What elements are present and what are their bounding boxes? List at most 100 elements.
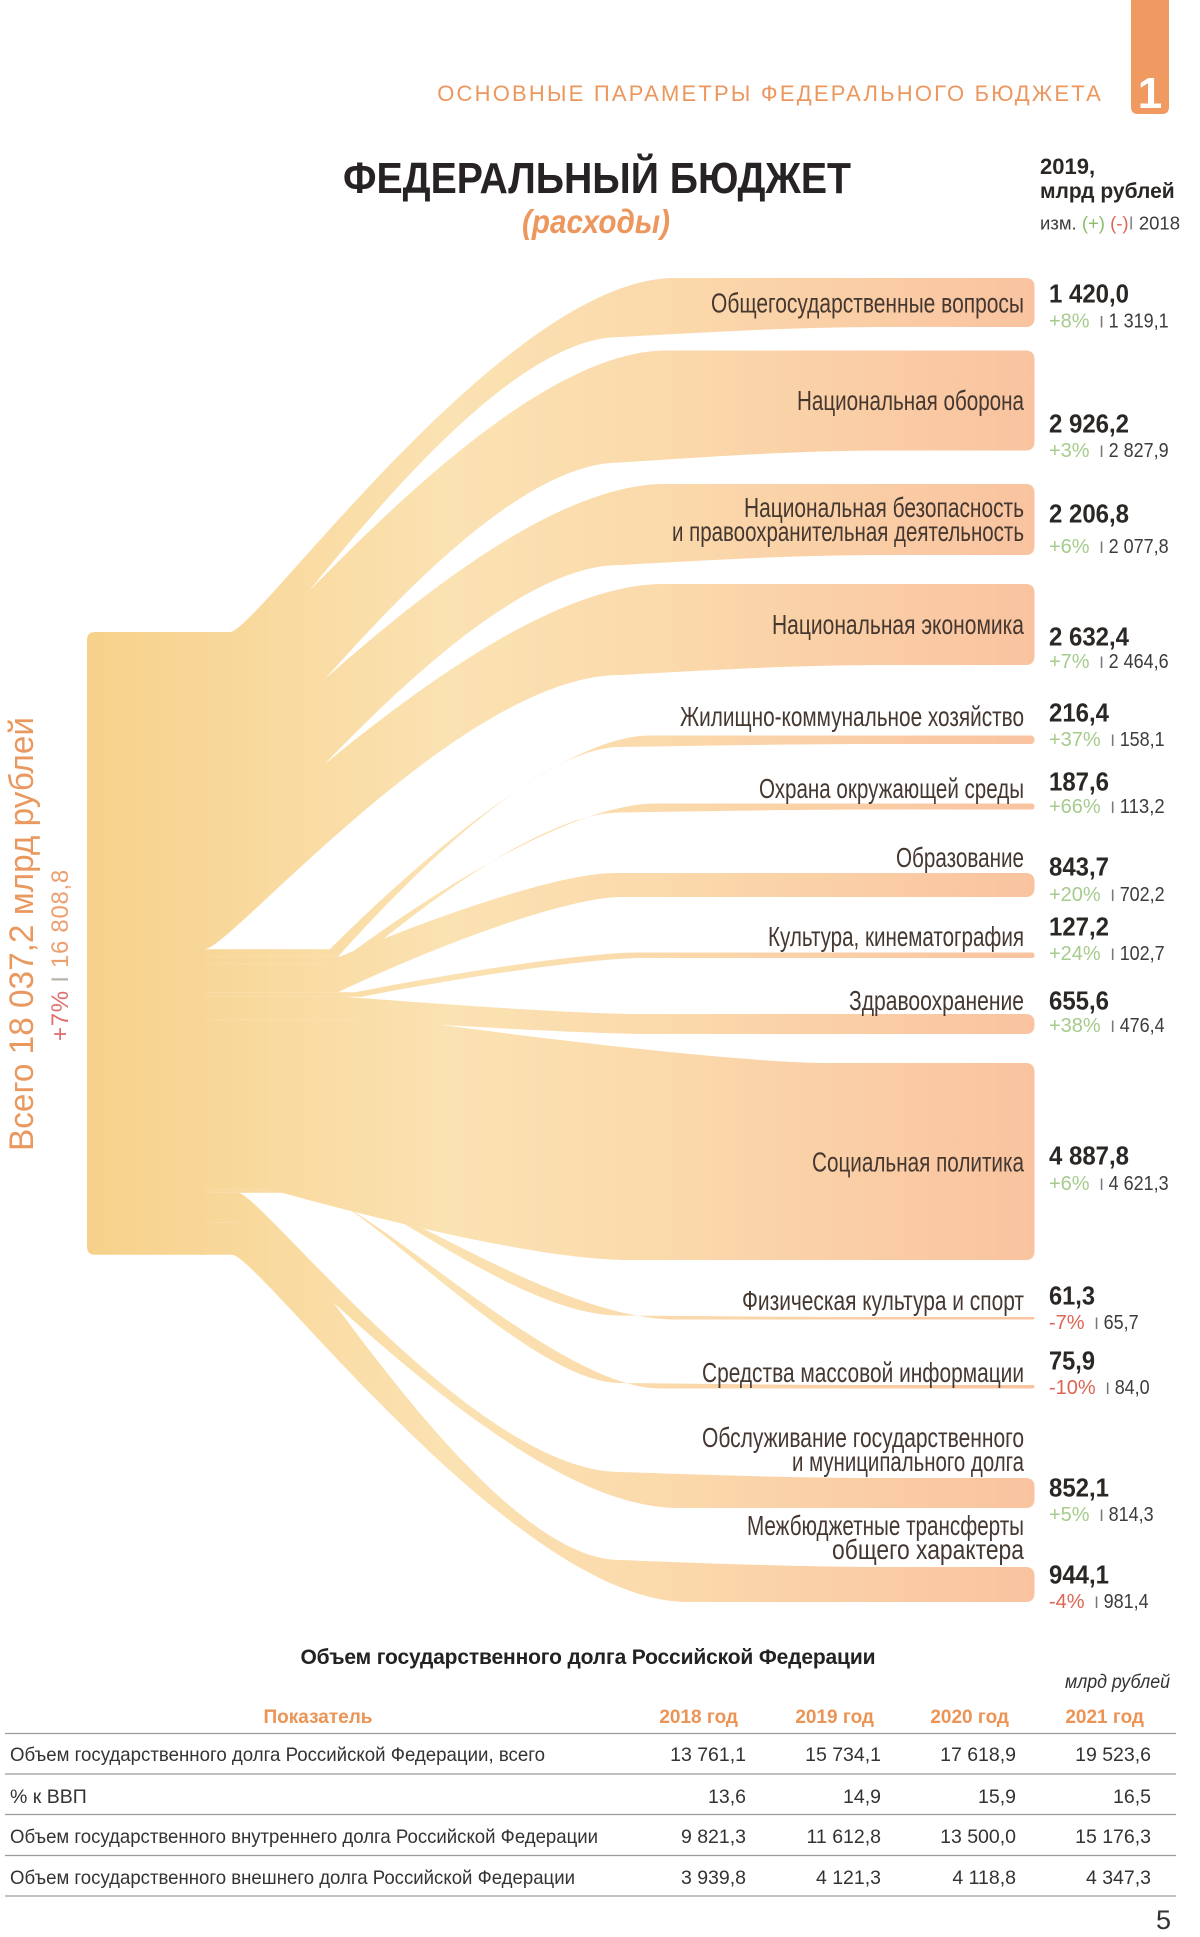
svg-text:75,9: 75,9 bbox=[1049, 1346, 1095, 1376]
svg-text:16,5: 16,5 bbox=[1113, 1786, 1151, 1808]
svg-text:I: I bbox=[1099, 654, 1104, 672]
svg-text:млрд рублей: млрд рублей bbox=[1040, 180, 1175, 203]
svg-text:I: I bbox=[1094, 1315, 1099, 1333]
svg-text:61,3: 61,3 bbox=[1049, 1281, 1095, 1311]
svg-text:944,1: 944,1 bbox=[1049, 1560, 1109, 1590]
svg-text:2018 год: 2018 год bbox=[659, 1707, 738, 1728]
svg-text:-4%: -4% bbox=[1049, 1591, 1085, 1613]
svg-text:Образование: Образование bbox=[896, 842, 1024, 873]
svg-text:1 319,1: 1 319,1 bbox=[1109, 311, 1169, 333]
svg-text:(расходы): (расходы) bbox=[522, 203, 670, 240]
svg-text:102,7: 102,7 bbox=[1120, 943, 1165, 965]
svg-text:+66%: +66% bbox=[1049, 796, 1101, 818]
svg-text:I: I bbox=[1099, 443, 1104, 461]
svg-text:2021 год: 2021 год bbox=[1065, 1707, 1144, 1728]
svg-text:Жилищно-коммунальное хозяйство: Жилищно-коммунальное хозяйство bbox=[680, 701, 1024, 732]
svg-text:2 827,9: 2 827,9 bbox=[1109, 440, 1169, 462]
svg-text:Показатель: Показатель bbox=[264, 1707, 373, 1728]
svg-text:I: I bbox=[1099, 1507, 1104, 1525]
svg-text:84,0: 84,0 bbox=[1115, 1377, 1150, 1399]
svg-text:+7% I 16 808,8: +7% I 16 808,8 bbox=[47, 869, 74, 1041]
svg-text:ФЕДЕРАЛЬНЫЙ БЮДЖЕТ: ФЕДЕРАЛЬНЫЙ БЮДЖЕТ bbox=[343, 152, 851, 203]
svg-text:Межбюджетные трансферты: Межбюджетные трансферты bbox=[747, 1510, 1024, 1541]
svg-text:13 500,0: 13 500,0 bbox=[940, 1826, 1016, 1848]
svg-text:Всего 18 037,2 млрд рублей: Всего 18 037,2 млрд рублей bbox=[3, 717, 41, 1151]
svg-text:4 347,3: 4 347,3 bbox=[1086, 1867, 1151, 1889]
svg-text:15 176,3: 15 176,3 bbox=[1075, 1826, 1151, 1848]
svg-text:4 621,3: 4 621,3 bbox=[1109, 1173, 1169, 1195]
svg-text:15,9: 15,9 bbox=[978, 1786, 1016, 1808]
svg-text:113,2: 113,2 bbox=[1120, 796, 1165, 818]
svg-text:5: 5 bbox=[1156, 1905, 1171, 1935]
svg-text:% к ВВП: % к ВВП bbox=[10, 1786, 87, 1808]
svg-text:I: I bbox=[1110, 946, 1115, 964]
svg-text:19 523,6: 19 523,6 bbox=[1075, 1744, 1151, 1766]
svg-text:I: I bbox=[1110, 1018, 1115, 1036]
svg-text:13,6: 13,6 bbox=[708, 1786, 746, 1808]
svg-text:1 420,0: 1 420,0 bbox=[1049, 279, 1129, 309]
svg-text:Здравоохранение: Здравоохранение bbox=[849, 985, 1024, 1016]
svg-text:Объем государственного долга Р: Объем государственного долга Российской … bbox=[10, 1744, 545, 1766]
svg-text:852,1: 852,1 bbox=[1049, 1473, 1109, 1503]
svg-text:+7%: +7% bbox=[1049, 651, 1090, 673]
svg-text:Национальная безопасность: Национальная безопасность bbox=[744, 492, 1024, 523]
svg-text:Средства массовой информации: Средства массовой информации bbox=[702, 1357, 1024, 1388]
svg-text:I: I bbox=[1110, 799, 1115, 817]
svg-text:2 206,8: 2 206,8 bbox=[1049, 499, 1129, 529]
svg-text:17 618,9: 17 618,9 bbox=[940, 1744, 1016, 1766]
svg-text:+38%: +38% bbox=[1049, 1015, 1101, 1037]
svg-text:Охрана окружающей среды: Охрана окружающей среды bbox=[759, 773, 1024, 804]
svg-text:-7%: -7% bbox=[1049, 1312, 1085, 1334]
svg-text:11 612,8: 11 612,8 bbox=[807, 1826, 881, 1848]
svg-text:I: I bbox=[1099, 314, 1104, 332]
svg-text:+8%: +8% bbox=[1049, 311, 1090, 333]
svg-text:476,4: 476,4 bbox=[1120, 1015, 1165, 1037]
svg-text:702,2: 702,2 bbox=[1120, 884, 1165, 906]
svg-text:843,7: 843,7 bbox=[1049, 852, 1109, 882]
svg-text:и муниципального долга: и муниципального долга bbox=[792, 1446, 1024, 1477]
svg-text:I: I bbox=[1110, 732, 1115, 750]
svg-text:158,1: 158,1 bbox=[1120, 729, 1165, 751]
svg-text:Культура, кинематография: Культура, кинематография bbox=[768, 921, 1024, 952]
svg-text:14,9: 14,9 bbox=[843, 1786, 881, 1808]
svg-text:3 939,8: 3 939,8 bbox=[681, 1867, 746, 1889]
svg-text:Объем государственного внутрен: Объем государственного внутреннего долга… bbox=[10, 1826, 598, 1848]
svg-text:216,4: 216,4 bbox=[1049, 698, 1109, 728]
svg-text:+37%: +37% bbox=[1049, 729, 1101, 751]
svg-text:814,3: 814,3 bbox=[1109, 1504, 1154, 1526]
svg-text:15 734,1: 15 734,1 bbox=[805, 1744, 881, 1766]
svg-text:2 632,4: 2 632,4 bbox=[1049, 622, 1129, 652]
svg-text:+20%: +20% bbox=[1049, 884, 1101, 906]
svg-text:2019 год: 2019 год bbox=[795, 1707, 874, 1728]
svg-text:Социальная политика: Социальная политика bbox=[812, 1147, 1024, 1178]
svg-text:2020 год: 2020 год bbox=[930, 1707, 1009, 1728]
svg-text:общего характера: общего характера bbox=[832, 1534, 1024, 1565]
svg-text:Объем государственного долга Р: Объем государственного долга Российской … bbox=[301, 1646, 876, 1669]
svg-text:+24%: +24% bbox=[1049, 943, 1101, 965]
svg-text:млрд рублей: млрд рублей bbox=[1065, 1671, 1170, 1693]
svg-text:4 887,8: 4 887,8 bbox=[1049, 1141, 1129, 1171]
svg-text:изм. (+) (-)I 2018: изм. (+) (-)I 2018 bbox=[1040, 213, 1180, 234]
svg-text:Объем государственного внешнег: Объем государственного внешнего долга Ро… bbox=[10, 1867, 575, 1889]
svg-text:Национальная оборона: Национальная оборона bbox=[797, 385, 1024, 416]
svg-text:I: I bbox=[1105, 1380, 1110, 1398]
svg-text:655,6: 655,6 bbox=[1049, 986, 1109, 1016]
svg-text:1: 1 bbox=[1138, 69, 1162, 118]
svg-text:+5%: +5% bbox=[1049, 1504, 1090, 1526]
svg-text:4 121,3: 4 121,3 bbox=[816, 1867, 881, 1889]
svg-text:2 077,8: 2 077,8 bbox=[1109, 536, 1169, 558]
svg-text:I: I bbox=[1110, 887, 1115, 905]
svg-text:127,2: 127,2 bbox=[1049, 912, 1109, 942]
svg-text:+6%: +6% bbox=[1049, 536, 1090, 558]
svg-text:и правоохранительная деятельно: и правоохранительная деятельность bbox=[672, 516, 1024, 547]
svg-text:+6%: +6% bbox=[1049, 1173, 1090, 1195]
svg-text:2019,: 2019, bbox=[1040, 154, 1095, 179]
svg-text:13 761,1: 13 761,1 bbox=[670, 1744, 746, 1766]
svg-text:I: I bbox=[1094, 1594, 1099, 1612]
svg-text:+3%: +3% bbox=[1049, 440, 1090, 462]
svg-text:-10%: -10% bbox=[1049, 1377, 1096, 1399]
svg-text:ОСНОВНЫЕ ПАРАМЕТРЫ ФЕДЕРАЛЬНОГ: ОСНОВНЫЕ ПАРАМЕТРЫ ФЕДЕРАЛЬНОГО БЮДЖЕТА bbox=[437, 81, 1103, 106]
svg-text:981,4: 981,4 bbox=[1104, 1591, 1149, 1613]
svg-text:I: I bbox=[1099, 1176, 1104, 1194]
svg-text:Общегосударственные вопросы: Общегосударственные вопросы bbox=[711, 288, 1024, 319]
